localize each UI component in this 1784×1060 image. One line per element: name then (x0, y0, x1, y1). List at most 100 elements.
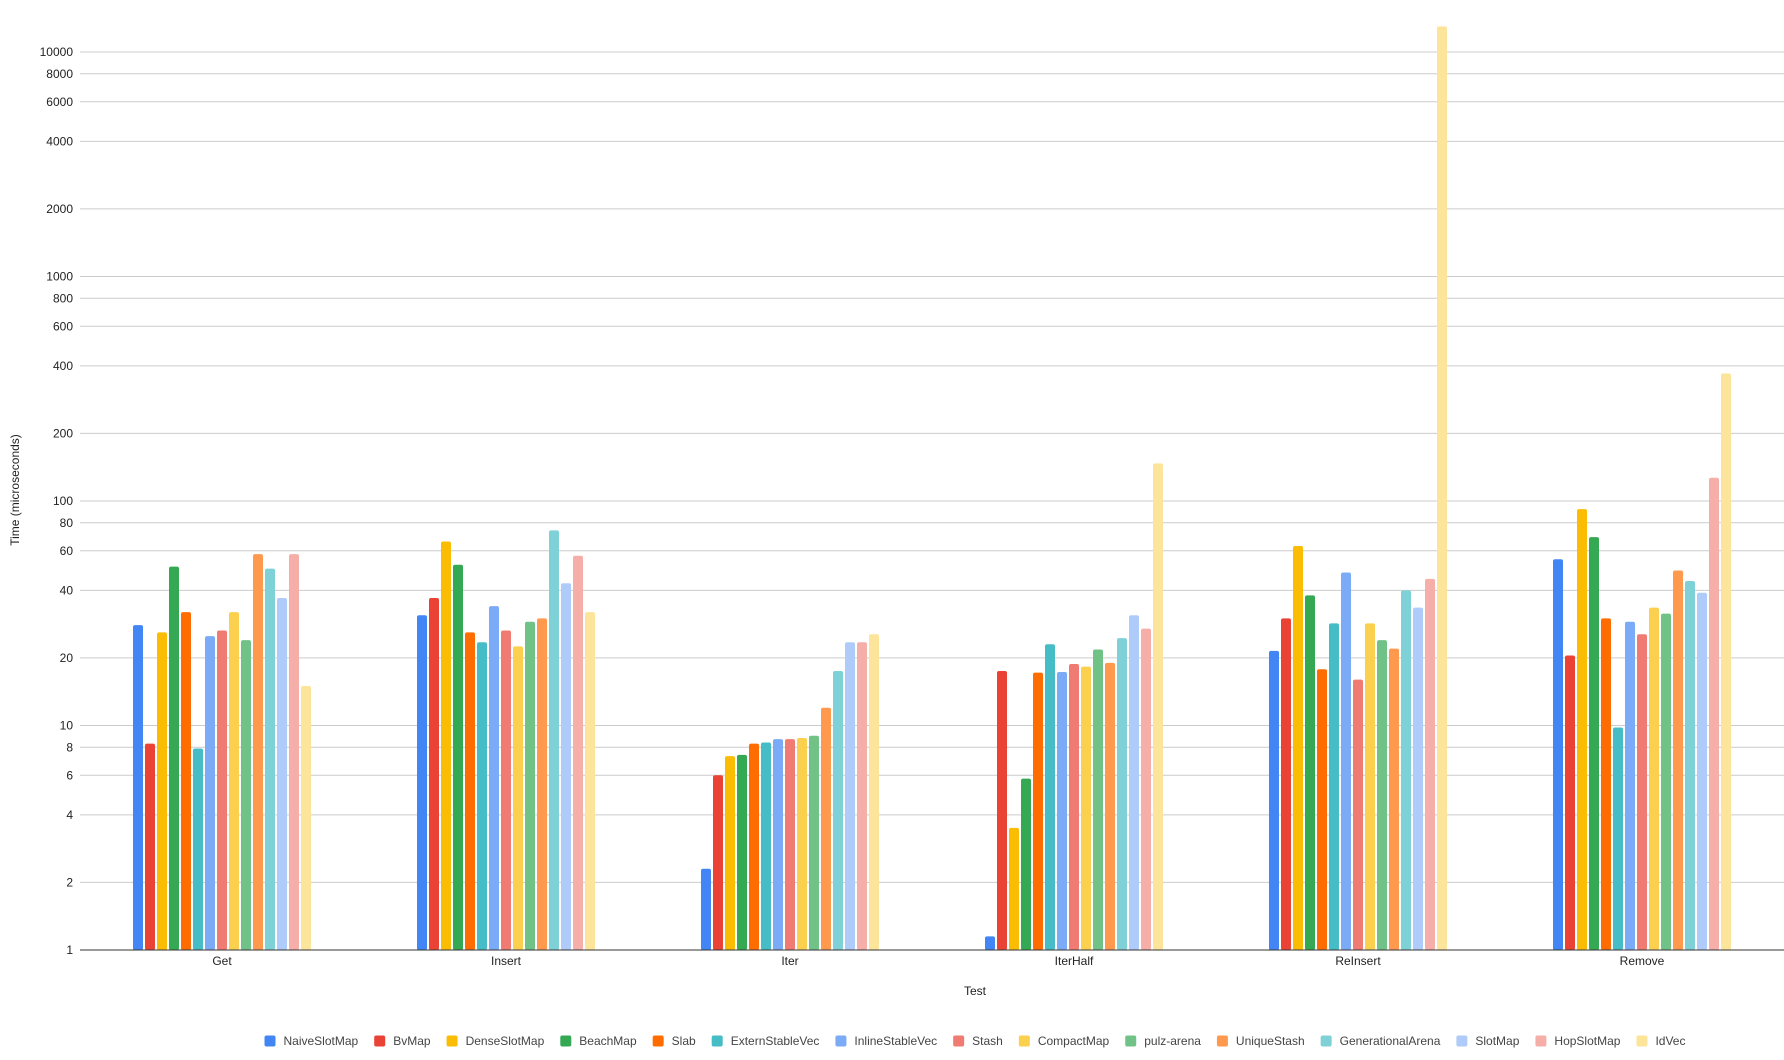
bar-HopSlotMap-Get (289, 554, 299, 950)
legend: NaiveSlotMap BvMap DenseSlotMap BeachMap Sla… (264, 1034, 1685, 1048)
y-tick-label: 6 (66, 768, 73, 782)
bar-BvMap-Get (145, 743, 155, 950)
bar-Slab-Remove (1601, 618, 1611, 950)
legend-swatch (264, 1035, 276, 1047)
legend-swatch (835, 1035, 847, 1047)
bar-IdVec-Insert (585, 612, 595, 950)
legend-swatch (953, 1035, 965, 1047)
bar-Stash-ReInsert (1353, 679, 1363, 950)
bar-BvMap-IterHalf (997, 670, 1007, 950)
y-tick-label: 80 (60, 516, 74, 530)
x-tick-label: IterHalf (1055, 954, 1094, 968)
bar-Stash-Get (217, 630, 227, 950)
bar-GenerationalArena-ReInsert (1401, 590, 1411, 950)
y-tick-label: 1000 (46, 270, 73, 284)
y-tick-label: 2 (66, 875, 73, 889)
bar-BeachMap-ReInsert (1305, 595, 1315, 950)
legend-label: pulz-arena (1144, 1034, 1201, 1048)
bar-ExternStableVec-Iter (761, 742, 771, 950)
bar-IdVec-Iter (869, 634, 879, 950)
bar-CompactMap-Insert (513, 646, 523, 950)
y-tick-label: 100 (53, 494, 73, 508)
bar-pulz-arena-IterHalf (1093, 649, 1103, 950)
bar-UniqueStash-IterHalf (1105, 662, 1115, 950)
legend-swatch (446, 1035, 458, 1047)
legend-swatch (1456, 1035, 1468, 1047)
y-tick-label: 10 (60, 719, 74, 733)
bar-CompactMap-Get (229, 612, 239, 950)
bar-UniqueStash-Iter (821, 707, 831, 950)
y-tick-label: 20 (60, 651, 74, 665)
bar-NaiveSlotMap-IterHalf (985, 936, 995, 950)
y-tick-label: 60 (60, 544, 74, 558)
y-axis-title: Time (microseconds) (8, 434, 22, 546)
bar-DenseSlotMap-Insert (441, 541, 451, 950)
bar-ExternStableVec-ReInsert (1329, 623, 1339, 950)
bar-Slab-Iter (749, 743, 759, 950)
bar-DenseSlotMap-Iter (725, 756, 735, 950)
y-tick-label: 4000 (46, 134, 73, 148)
bar-Stash-Iter (785, 739, 795, 950)
bar-pulz-arena-Get (241, 640, 251, 950)
bar-Stash-IterHalf (1069, 663, 1079, 950)
bar-UniqueStash-Get (253, 554, 263, 950)
bar-InlineStableVec-IterHalf (1057, 672, 1067, 950)
bar-GenerationalArena-IterHalf (1117, 638, 1127, 950)
bar-Stash-Insert (501, 630, 511, 950)
gridlines (80, 51, 1784, 883)
bar-SlotMap-Insert (561, 583, 571, 950)
legend-label: BvMap (393, 1034, 431, 1048)
bar-BeachMap-Get (169, 566, 179, 950)
bar-NaiveSlotMap-Insert (417, 615, 427, 950)
bar-IdVec-IterHalf (1153, 463, 1163, 950)
bar-DenseSlotMap-Remove (1577, 509, 1587, 950)
y-tick-label: 6000 (46, 95, 73, 109)
bar-HopSlotMap-ReInsert (1425, 578, 1435, 950)
y-tick-label: 800 (53, 291, 73, 305)
y-tick-label: 4 (66, 808, 73, 822)
legend-swatch (560, 1035, 572, 1047)
bar-IdVec-Remove (1721, 373, 1731, 950)
bar-ExternStableVec-Get (193, 748, 203, 950)
bar-BeachMap-Iter (737, 754, 747, 950)
bar-BvMap-Remove (1565, 655, 1575, 950)
bar-BeachMap-Remove (1589, 537, 1599, 950)
bar-NaiveSlotMap-ReInsert (1269, 650, 1279, 950)
legend-label: IdVec (1655, 1034, 1685, 1048)
legend-label: CompactMap (1038, 1034, 1110, 1048)
bar-Slab-Get (181, 612, 191, 950)
y-tick-label: 8 (66, 740, 73, 754)
bar-Slab-ReInsert (1317, 669, 1327, 950)
bar-Slab-IterHalf (1033, 672, 1043, 950)
bar-GenerationalArena-Iter (833, 670, 843, 950)
x-tick-label: Insert (491, 954, 522, 968)
y-tick-label: 2000 (46, 202, 73, 216)
legend-label: InlineStableVec (854, 1034, 937, 1048)
y-tick-label: 600 (53, 319, 73, 333)
bar-DenseSlotMap-IterHalf (1009, 827, 1019, 950)
bar-ExternStableVec-Remove (1613, 727, 1623, 950)
bar-pulz-arena-Insert (525, 621, 535, 950)
bar-InlineStableVec-Iter (773, 739, 783, 950)
x-tick-label: Get (212, 954, 232, 968)
bar-InlineStableVec-Remove (1625, 621, 1635, 950)
bar-SlotMap-IterHalf (1129, 615, 1139, 950)
legend-swatch (1535, 1035, 1547, 1047)
bar-InlineStableVec-Insert (489, 606, 499, 950)
bar-UniqueStash-Insert (537, 618, 547, 950)
bar-CompactMap-ReInsert (1365, 623, 1375, 950)
y-tick-label: 1 (66, 943, 73, 957)
bar-HopSlotMap-IterHalf (1141, 628, 1151, 950)
bar-CompactMap-Remove (1649, 607, 1659, 950)
legend-label: DenseSlotMap (466, 1034, 545, 1048)
legend-label: BeachMap (579, 1034, 637, 1048)
legend-label: NaiveSlotMap (284, 1034, 359, 1048)
x-tick-label: ReInsert (1335, 954, 1381, 968)
legend-label: GenerationalArena (1340, 1034, 1441, 1048)
bar-NaiveSlotMap-Get (133, 625, 143, 950)
x-tick-label: Remove (1620, 954, 1665, 968)
legend-label: ExternStableVec (731, 1034, 820, 1048)
bar-pulz-arena-Remove (1661, 613, 1671, 950)
bar-InlineStableVec-ReInsert (1341, 572, 1351, 950)
